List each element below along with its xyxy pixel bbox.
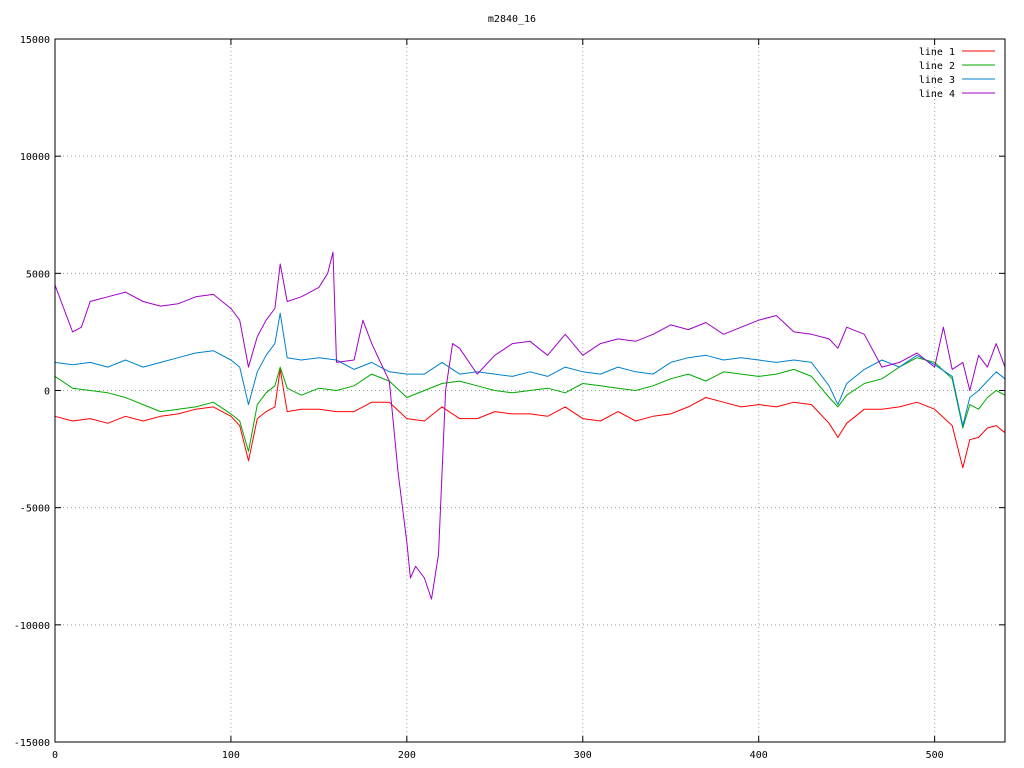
y-tick-label: 0 — [44, 387, 50, 398]
legend: line 1 line 2 line 3 line 4 — [919, 47, 995, 100]
series-line-3 — [54, 312, 1006, 427]
y-tick-label: 5000 — [26, 269, 50, 280]
x-tick-label: 100 — [222, 750, 240, 761]
x-tick-label: 400 — [750, 750, 768, 761]
chart-title: m2840_16 — [488, 14, 536, 25]
series-line-1 — [54, 368, 1006, 469]
x-tick-label: 0 — [52, 750, 58, 761]
legend-label-2: line 2 — [919, 61, 955, 72]
x-tick-label: 200 — [398, 750, 416, 761]
x-tick-label: 500 — [926, 750, 944, 761]
x-tick-label: 300 — [574, 750, 592, 761]
series-line-2 — [54, 357, 1006, 452]
series-group — [54, 251, 1006, 600]
legend-label-1: line 1 — [919, 47, 955, 58]
legend-label-4: line 4 — [919, 89, 955, 100]
y-tick-label: -5000 — [20, 504, 50, 515]
y-tick-label: -15000 — [14, 738, 50, 749]
axis-ticks: -15000 -10000 -5000 0 5000 10000 15000 0 100 200 3… — [14, 35, 1005, 761]
legend-label-3: line 3 — [919, 75, 955, 86]
y-tick-label: 10000 — [20, 152, 50, 163]
y-tick-label: -10000 — [14, 621, 50, 632]
series-line-4 — [54, 251, 1006, 600]
y-tick-label: 15000 — [20, 35, 50, 46]
